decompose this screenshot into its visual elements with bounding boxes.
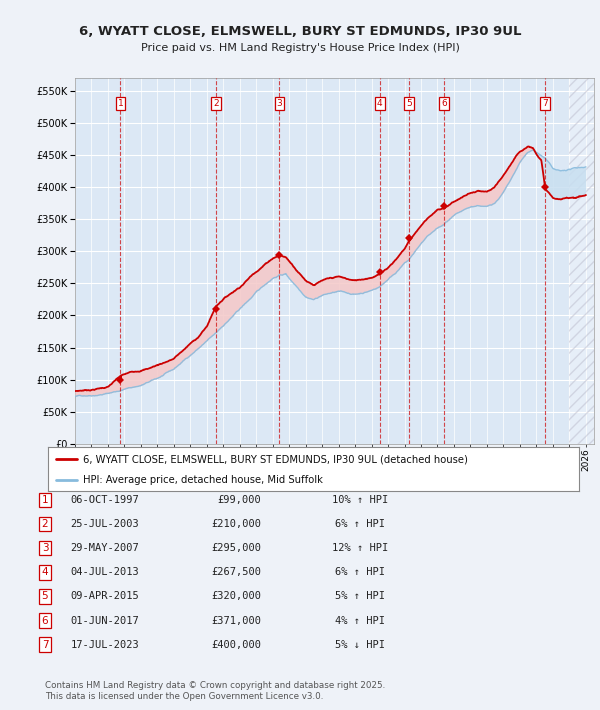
Bar [569,78,594,444]
Text: 5: 5 [406,99,412,108]
Text: HPI: Average price, detached house, Mid Suffolk: HPI: Average price, detached house, Mid … [83,475,322,486]
Text: 2: 2 [41,519,49,529]
Text: 6: 6 [442,99,447,108]
Text: 01-JUN-2017: 01-JUN-2017 [71,616,139,626]
Text: £267,500: £267,500 [211,567,261,577]
Text: 3: 3 [41,543,49,553]
Text: 5% ↑ HPI: 5% ↑ HPI [335,591,385,601]
Text: £210,000: £210,000 [211,519,261,529]
Text: 6: 6 [41,616,49,626]
Text: 29-MAY-2007: 29-MAY-2007 [71,543,139,553]
Text: £99,000: £99,000 [217,495,261,505]
Text: 12% ↑ HPI: 12% ↑ HPI [332,543,388,553]
Text: 4: 4 [41,567,49,577]
Text: 04-JUL-2013: 04-JUL-2013 [71,567,139,577]
Text: £400,000: £400,000 [211,640,261,650]
Text: 6% ↑ HPI: 6% ↑ HPI [335,519,385,529]
Text: 6, WYATT CLOSE, ELMSWELL, BURY ST EDMUNDS, IP30 9UL: 6, WYATT CLOSE, ELMSWELL, BURY ST EDMUND… [79,25,521,38]
Text: £295,000: £295,000 [211,543,261,553]
Text: 6, WYATT CLOSE, ELMSWELL, BURY ST EDMUNDS, IP30 9UL (detached house): 6, WYATT CLOSE, ELMSWELL, BURY ST EDMUND… [83,454,467,464]
Text: 6% ↑ HPI: 6% ↑ HPI [335,567,385,577]
Text: 2: 2 [213,99,219,108]
Text: 4: 4 [377,99,383,108]
Text: 5: 5 [41,591,49,601]
Text: 17-JUL-2023: 17-JUL-2023 [71,640,139,650]
Text: 25-JUL-2003: 25-JUL-2003 [71,519,139,529]
Text: £371,000: £371,000 [211,616,261,626]
Text: Price paid vs. HM Land Registry's House Price Index (HPI): Price paid vs. HM Land Registry's House … [140,43,460,53]
Text: £320,000: £320,000 [211,591,261,601]
Text: 1: 1 [118,99,124,108]
Text: 10% ↑ HPI: 10% ↑ HPI [332,495,388,505]
Text: 06-OCT-1997: 06-OCT-1997 [71,495,139,505]
Text: 4% ↑ HPI: 4% ↑ HPI [335,616,385,626]
Text: 7: 7 [542,99,548,108]
Text: 1: 1 [41,495,49,505]
Text: 5% ↓ HPI: 5% ↓ HPI [335,640,385,650]
Text: 09-APR-2015: 09-APR-2015 [71,591,139,601]
Text: Contains HM Land Registry data © Crown copyright and database right 2025.
This d: Contains HM Land Registry data © Crown c… [45,681,385,701]
Text: 7: 7 [41,640,49,650]
Text: 3: 3 [277,99,283,108]
